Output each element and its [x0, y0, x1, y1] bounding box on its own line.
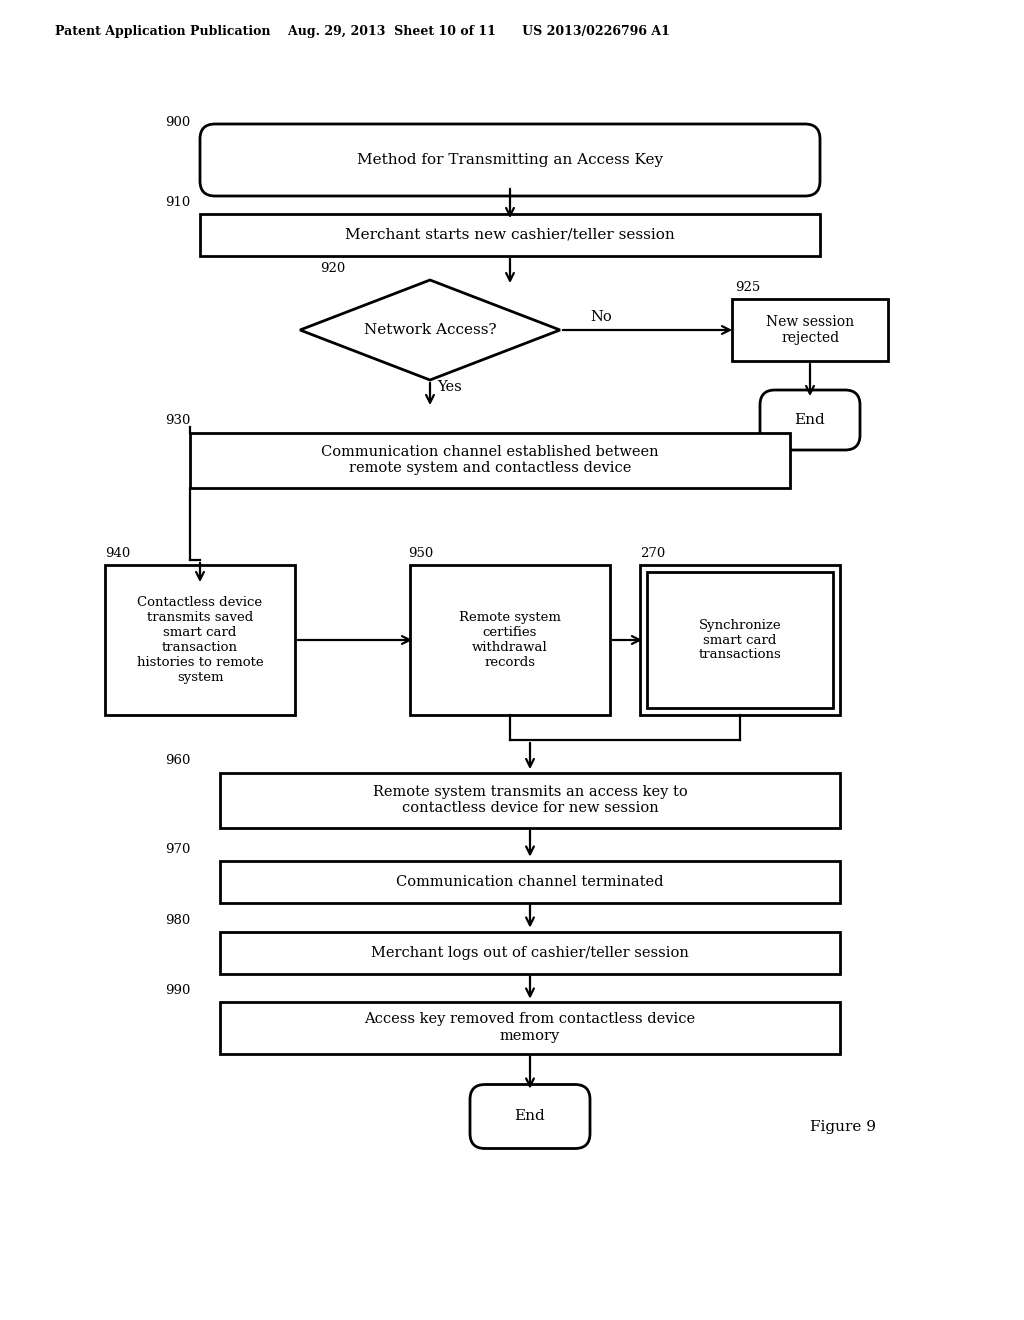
Text: 960: 960: [165, 755, 190, 767]
Text: 910: 910: [165, 195, 190, 209]
Text: New session
rejected: New session rejected: [766, 315, 854, 345]
Bar: [190, 433, 790, 487]
Text: Figure 9: Figure 9: [810, 1119, 876, 1134]
Text: Remote system
certifies
withdrawal
records: Remote system certifies withdrawal recor…: [459, 611, 561, 669]
Bar: [105, 565, 295, 715]
FancyBboxPatch shape: [200, 124, 820, 195]
Text: Communication channel terminated: Communication channel terminated: [396, 875, 664, 888]
Text: 940: 940: [105, 546, 130, 560]
Text: Network Access?: Network Access?: [364, 323, 497, 337]
Text: No: No: [590, 310, 611, 323]
Text: Patent Application Publication    Aug. 29, 2013  Sheet 10 of 11      US 2013/022: Patent Application Publication Aug. 29, …: [55, 25, 670, 38]
Text: 920: 920: [319, 261, 345, 275]
Bar: [732, 300, 888, 360]
Text: Method for Transmitting an Access Key: Method for Transmitting an Access Key: [357, 153, 664, 168]
Bar: [220, 772, 840, 828]
Bar: [220, 1002, 840, 1053]
Bar: [410, 565, 610, 715]
Text: 990: 990: [165, 983, 190, 997]
Text: Merchant logs out of cashier/teller session: Merchant logs out of cashier/teller sess…: [371, 945, 689, 960]
Text: End: End: [795, 413, 825, 426]
Bar: [200, 214, 820, 256]
FancyBboxPatch shape: [760, 389, 860, 450]
Bar: [640, 565, 840, 715]
Text: Yes: Yes: [437, 380, 462, 393]
Text: 270: 270: [640, 546, 666, 560]
Polygon shape: [300, 280, 560, 380]
Bar: [220, 932, 840, 974]
Text: Communication channel established between
remote system and contactless device: Communication channel established betwee…: [322, 445, 658, 475]
Text: 900: 900: [165, 116, 190, 129]
Text: 925: 925: [735, 281, 760, 294]
Text: Merchant starts new cashier/teller session: Merchant starts new cashier/teller sessi…: [345, 228, 675, 242]
Text: 970: 970: [165, 842, 190, 855]
Text: Access key removed from contactless device
memory: Access key removed from contactless devi…: [365, 1012, 695, 1043]
Bar: [220, 861, 840, 903]
Text: End: End: [515, 1110, 546, 1123]
Text: 950: 950: [408, 546, 433, 560]
Text: Remote system transmits an access key to
contactless device for new session: Remote system transmits an access key to…: [373, 785, 687, 816]
Text: Synchronize
smart card
transactions: Synchronize smart card transactions: [698, 619, 781, 661]
FancyBboxPatch shape: [470, 1085, 590, 1148]
Text: 930: 930: [165, 414, 190, 428]
Text: 980: 980: [165, 913, 190, 927]
Text: Contactless device
transmits saved
smart card
transaction
histories to remote
sy: Contactless device transmits saved smart…: [136, 597, 263, 684]
Bar: [647, 572, 833, 708]
